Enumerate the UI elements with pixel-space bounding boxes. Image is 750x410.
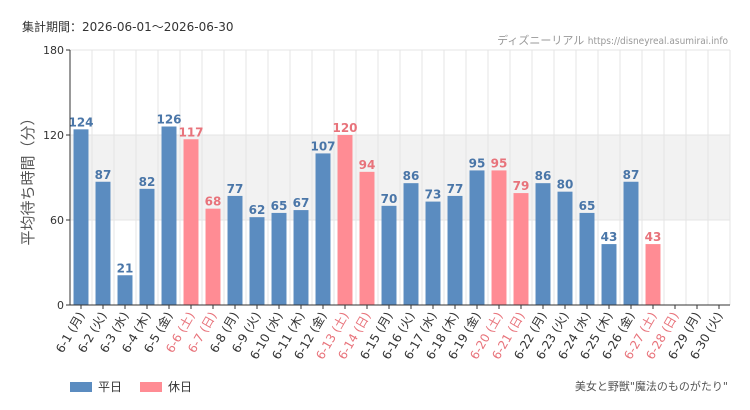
y-tick-label: 180 [43, 44, 64, 57]
value-label: 95 [469, 156, 486, 170]
bar[interactable] [293, 210, 309, 305]
value-label: 94 [359, 158, 376, 172]
period-label: 集計期間：2026-06-01〜2026-06-30 [22, 20, 234, 34]
y-tick-label: 60 [50, 214, 64, 227]
bar[interactable] [425, 201, 441, 305]
bar[interactable] [117, 275, 133, 305]
value-label: 73 [425, 188, 442, 202]
value-label: 126 [156, 113, 181, 127]
value-label: 95 [491, 156, 508, 170]
source-site: ディズニーリアル [497, 34, 585, 47]
legend-label-weekday: 平日 [98, 380, 123, 394]
source-credit: ディズニーリアル https://disneyreal.asumirai.inf… [497, 32, 728, 48]
legend-label-holiday: 休日 [168, 380, 193, 394]
bar[interactable] [249, 217, 265, 305]
bar[interactable] [227, 195, 243, 305]
bar[interactable] [601, 244, 617, 305]
bar[interactable] [535, 183, 551, 305]
bar[interactable] [403, 183, 419, 305]
legend: 平日 休日 [70, 378, 210, 395]
bar[interactable] [161, 126, 177, 306]
y-tick-labels: 0 60 120 180 [43, 44, 64, 312]
value-label: 124 [68, 115, 93, 129]
bar[interactable] [557, 191, 573, 305]
x-tick-labels: 6-1 (月)6-2 (火)6-3 (水)6-4 (木)6-5 (金)6-6 (… [53, 309, 726, 362]
value-label: 107 [310, 139, 335, 153]
value-label: 67 [293, 196, 310, 210]
bars [73, 126, 661, 306]
axes [66, 49, 730, 309]
bar[interactable] [359, 171, 375, 305]
bar[interactable] [645, 244, 661, 305]
bar[interactable] [381, 205, 397, 305]
value-label: 79 [513, 179, 530, 193]
legend-swatch-weekday [70, 381, 92, 392]
attraction-name: 美女と野獣"魔法のものがたり" [574, 380, 728, 393]
value-label: 21 [117, 261, 134, 275]
bar[interactable] [337, 135, 353, 305]
value-label: 80 [557, 178, 574, 192]
value-label: 86 [535, 169, 552, 183]
value-label: 43 [601, 230, 618, 244]
bar[interactable] [205, 208, 221, 305]
source-url[interactable]: https://disneyreal.asumirai.info [587, 36, 728, 47]
value-label: 77 [447, 182, 464, 196]
y-axis-label: 平均待ち時間（分） [19, 110, 37, 245]
legend-item-holiday[interactable]: 休日 [140, 378, 192, 395]
bar[interactable] [95, 181, 111, 305]
y-tick-label: 120 [43, 129, 64, 142]
value-label: 77 [227, 182, 244, 196]
bar[interactable] [491, 170, 507, 305]
legend-item-weekday[interactable]: 平日 [70, 378, 122, 395]
value-label: 82 [139, 175, 156, 189]
bar[interactable] [447, 195, 463, 305]
bar[interactable] [623, 181, 639, 305]
bar[interactable] [139, 188, 155, 305]
legend-swatch-holiday [140, 381, 163, 392]
bar[interactable] [271, 212, 287, 305]
bar[interactable] [183, 139, 199, 305]
bar[interactable] [513, 193, 529, 305]
bar[interactable] [73, 129, 89, 305]
value-label: 68 [205, 195, 222, 209]
value-label: 62 [249, 203, 266, 217]
bar[interactable] [579, 212, 595, 305]
value-label: 87 [95, 168, 112, 182]
value-label: 65 [271, 199, 288, 213]
bar[interactable] [315, 153, 331, 305]
value-label: 70 [381, 192, 398, 206]
value-label: 86 [403, 169, 420, 183]
value-label: 43 [645, 230, 662, 244]
value-label: 87 [623, 168, 640, 182]
bar[interactable] [469, 170, 485, 305]
value-label: 117 [178, 125, 203, 139]
value-label: 65 [579, 199, 596, 213]
value-label: 120 [332, 121, 357, 135]
y-tick-label: 0 [57, 299, 64, 312]
